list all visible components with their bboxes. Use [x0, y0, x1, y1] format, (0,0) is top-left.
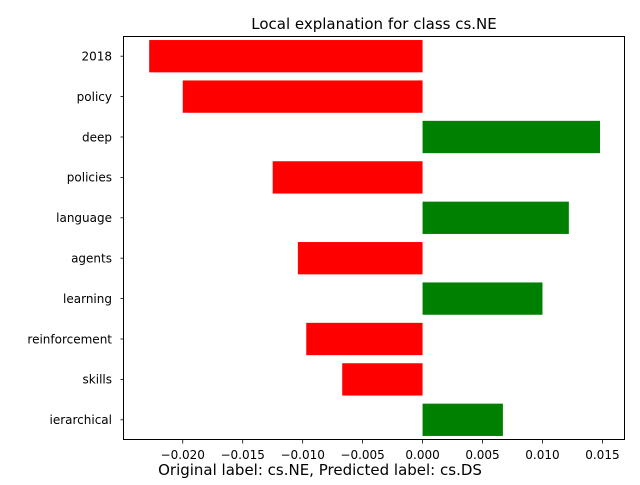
- x-tick-label: 0.000: [405, 448, 439, 462]
- bar-ierarchical: [422, 403, 503, 436]
- bar-policies: [272, 161, 423, 194]
- x-axis-ticks: −0.020 −0.015 −0.010 −0.005 0.000 0.005 0.010 0…: [161, 440, 620, 462]
- bar-skills: [342, 363, 423, 396]
- y-tick-label: policies: [67, 171, 112, 185]
- bar-learning: [422, 282, 543, 315]
- x-tick-label: −0.010: [280, 448, 324, 462]
- y-tick-label: 2018: [81, 50, 112, 64]
- y-tick-label: reinforcement: [27, 332, 112, 346]
- y-tick-label: learning: [63, 292, 112, 306]
- x-tick-label: 0.015: [585, 448, 619, 462]
- y-tick-label: deep: [82, 130, 112, 144]
- bar-deep: [422, 120, 601, 154]
- bar-2018: [149, 40, 423, 73]
- y-tick-label: skills: [83, 373, 112, 387]
- chart-caption: Original label: cs.NE, Predicted label: …: [158, 461, 482, 479]
- x-tick-label: 0.005: [465, 448, 499, 462]
- chart-title: Local explanation for class cs.NE: [251, 15, 497, 33]
- x-tick-label: 0.010: [525, 448, 559, 462]
- y-axis-ticks: 2018 policy deep policies language agents lear…: [27, 50, 124, 427]
- bars-layer: [149, 40, 601, 436]
- y-tick-label: language: [56, 211, 112, 225]
- x-tick-label: −0.015: [220, 448, 264, 462]
- bar-language: [422, 201, 569, 234]
- bar-agents: [297, 242, 423, 275]
- plot-frame: [123, 36, 625, 440]
- x-tick-label: −0.020: [161, 448, 205, 462]
- y-tick-label: agents: [71, 252, 112, 266]
- y-tick-label: ierarchical: [50, 413, 113, 427]
- bar-policy: [182, 80, 423, 113]
- y-tick-label: policy: [77, 90, 112, 104]
- bar-reinforcement: [306, 322, 423, 356]
- x-tick-label: −0.005: [340, 448, 384, 462]
